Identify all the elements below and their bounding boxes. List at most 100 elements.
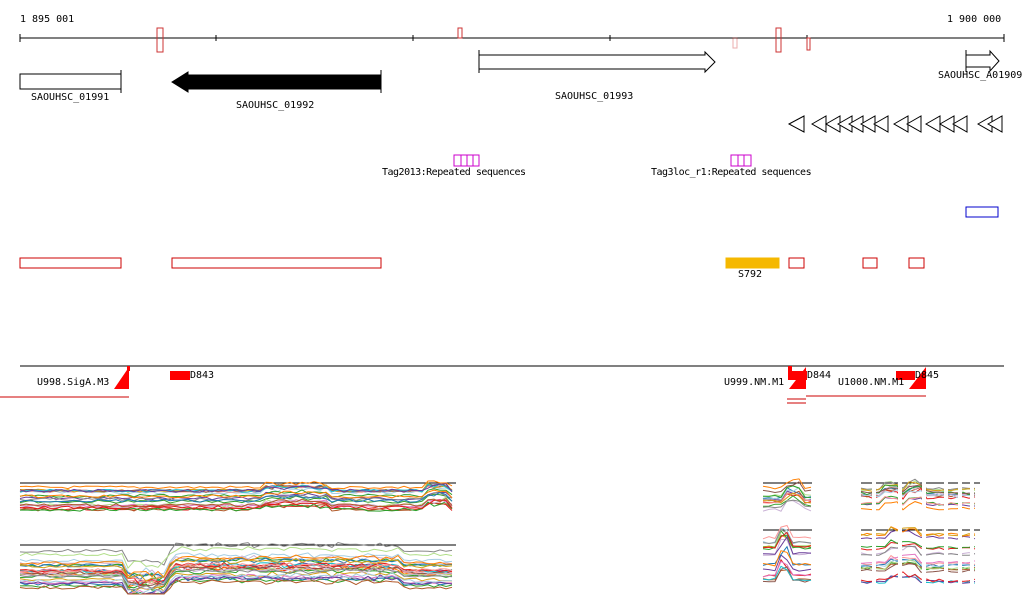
- expression-trace: [19, 500, 453, 512]
- reverse-feature-triangle[interactable]: [986, 115, 1003, 133]
- gene-label-saouhsc-01992[interactable]: SAOUHSC_01992: [236, 100, 315, 111]
- transcript-start-triangle[interactable]: [909, 367, 926, 389]
- expression-trace: [19, 561, 453, 585]
- blue-feature-box[interactable]: [965, 206, 999, 218]
- expression-trace: [860, 553, 976, 564]
- expression-trace: [762, 534, 812, 551]
- expression-trace: [861, 545, 976, 556]
- red-feature-box[interactable]: [908, 257, 925, 269]
- expression-profiles: [19, 475, 980, 595]
- expression-trace: [860, 558, 976, 568]
- expression-trace: [762, 499, 812, 509]
- gene-label-saouhsc-a01909[interactable]: SAOUHSC_A01909: [938, 70, 1023, 81]
- repeat-box[interactable]: [460, 154, 468, 167]
- repeat-box[interactable]: [743, 154, 752, 167]
- gene-box-saouhsc-01991[interactable]: [19, 73, 122, 90]
- gene-arrow-saouhsc-a01909[interactable]: [965, 49, 1000, 73]
- red-feature-track: [19, 257, 925, 269]
- expression-trace: [762, 500, 812, 512]
- transcript-marker[interactable]: [788, 366, 792, 371]
- reverse-feature-triangle[interactable]: [892, 115, 909, 133]
- red-feature-box[interactable]: [862, 257, 878, 269]
- profile-gap: [970, 475, 974, 595]
- s792-feature-box[interactable]: [725, 257, 780, 269]
- expression-trace: [762, 554, 812, 572]
- red-feature-box[interactable]: [19, 257, 122, 269]
- ruler-start-label: 1 895 001: [20, 14, 75, 25]
- expression-trace: [762, 535, 812, 555]
- repeat-box[interactable]: [737, 154, 745, 167]
- reverse-feature-triangle[interactable]: [810, 115, 827, 133]
- expression-trace: [762, 565, 812, 581]
- expression-trace: [860, 488, 976, 499]
- ruler-marker[interactable]: [457, 27, 463, 39]
- reverse-feature-triangle[interactable]: [924, 115, 941, 133]
- ruler-marker[interactable]: [732, 37, 738, 49]
- reverse-feature-triangle[interactable]: [938, 115, 955, 133]
- repeat-label-right[interactable]: Tag3loc_r1:Repeated sequences: [651, 167, 812, 178]
- repeat-box[interactable]: [472, 154, 480, 167]
- expression-trace: [19, 554, 453, 579]
- ruler-marker[interactable]: [775, 27, 782, 53]
- expression-trace: [19, 574, 453, 595]
- repeat-box[interactable]: [466, 154, 474, 167]
- expression-trace: [860, 501, 976, 511]
- gene-arrow-saouhsc-01992[interactable]: [171, 71, 382, 93]
- transcript-label-d843[interactable]: D843: [190, 370, 215, 381]
- gene-label-saouhsc-01993[interactable]: SAOUHSC_01993: [555, 91, 634, 102]
- red-feature-box[interactable]: [171, 257, 382, 269]
- profile-gap: [944, 475, 948, 595]
- expression-trace: [762, 492, 812, 504]
- ruler-end-label: 1 900 000: [947, 14, 1002, 25]
- d844-block[interactable]: [788, 371, 807, 380]
- expression-trace: [19, 557, 453, 582]
- expression-trace: [860, 484, 975, 494]
- expression-trace: [860, 563, 976, 573]
- transcript-label-d845[interactable]: D845: [915, 370, 940, 381]
- reverse-feature-triangle[interactable]: [787, 115, 805, 133]
- repeat-box[interactable]: [453, 154, 462, 167]
- ruler-marker[interactable]: [156, 27, 164, 53]
- repeat-track: [453, 154, 752, 167]
- expression-trace: [763, 538, 812, 556]
- transcript-label-u998[interactable]: U998.SigA.M3: [37, 377, 110, 388]
- transcript-label-u999[interactable]: U999.NM.M1: [724, 377, 785, 388]
- expression-trace: [860, 484, 976, 497]
- expression-trace: [19, 554, 453, 578]
- repeat-box[interactable]: [730, 154, 739, 167]
- expression-trace: [762, 558, 812, 578]
- d845-block[interactable]: [896, 371, 915, 380]
- reverse-feature-triangle[interactable]: [905, 115, 922, 133]
- gene-track: [19, 49, 1000, 93]
- d843-block[interactable]: [170, 371, 190, 380]
- expression-trace: [762, 492, 812, 504]
- expression-trace: [762, 545, 812, 566]
- expression-trace: [19, 483, 453, 493]
- ruler-marker[interactable]: [806, 37, 811, 51]
- expression-trace: [762, 485, 812, 499]
- expression-trace: [762, 566, 812, 583]
- gene-arrow-saouhsc-01993[interactable]: [478, 50, 716, 74]
- transcript-label-u1000[interactable]: U1000.NM.M1: [838, 377, 905, 388]
- reverse-feature-triangle[interactable]: [951, 115, 968, 133]
- repeat-label-left[interactable]: Tag2013:Repeated sequences: [382, 167, 526, 178]
- expression-trace: [19, 489, 453, 499]
- transcript-label-d844[interactable]: D844: [807, 370, 832, 381]
- profile-gap: [958, 475, 962, 595]
- expression-trace: [19, 561, 453, 586]
- expression-trace: [19, 541, 453, 566]
- gene-label-saouhsc-01991[interactable]: SAOUHSC_01991: [31, 92, 110, 103]
- expression-trace: [19, 552, 453, 576]
- expression-trace: [860, 559, 976, 570]
- transcript-start-triangle[interactable]: [114, 367, 129, 389]
- transcript-marker[interactable]: [127, 366, 130, 371]
- reverse-feature-triangle[interactable]: [872, 115, 889, 133]
- expression-trace: [762, 524, 812, 540]
- expression-trace: [860, 481, 976, 493]
- red-feature-box[interactable]: [788, 257, 805, 269]
- expression-trace: [19, 480, 453, 490]
- expression-trace: [20, 563, 453, 587]
- expression-trace: [762, 550, 812, 567]
